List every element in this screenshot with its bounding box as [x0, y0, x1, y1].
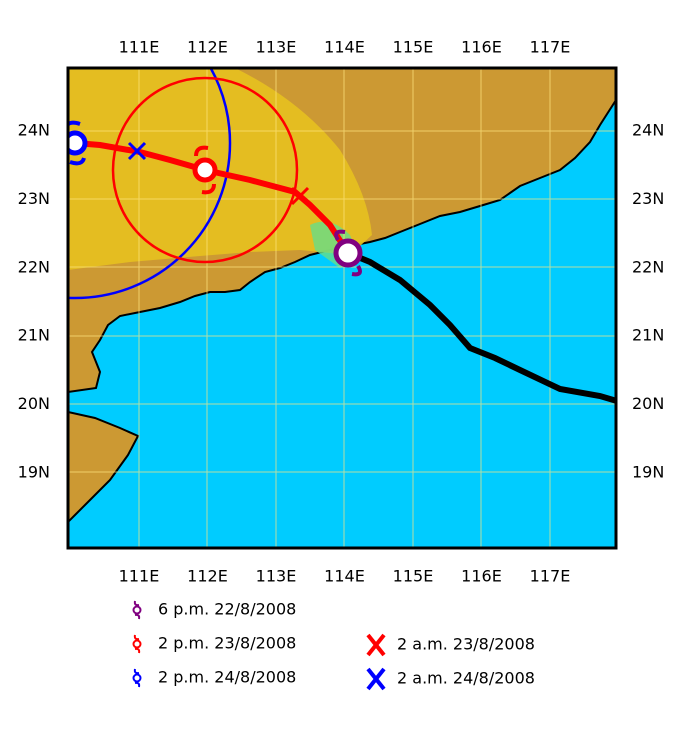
longitude-label: 117E [530, 567, 571, 586]
longitude-label: 113E [256, 567, 297, 586]
latitude-label: 20N [632, 394, 664, 413]
latitude-label: 21N [18, 326, 50, 345]
longitude-label: 113E [256, 38, 297, 57]
hainan-island [68, 410, 140, 524]
map-area [68, 68, 616, 548]
longitude-label: 114E [324, 38, 365, 57]
latitude-label: 20N [18, 394, 50, 413]
uncertainty-circle [68, 68, 232, 300]
past-track [346, 250, 616, 404]
forecast-cone [68, 68, 372, 270]
cross-stroke [366, 667, 386, 691]
latitude-label: 22N [18, 257, 50, 276]
longitude-label: 112E [187, 38, 228, 57]
axis-labels: 111E 111E 112E 112E 113E 113E 114E 114E 115E 115E… [18, 38, 665, 586]
legend-label: 6 p.m. 22/8/2008 [158, 600, 296, 619]
latitude-label: 24N [632, 121, 664, 140]
legend-label: 2 a.m. 24/8/2008 [397, 669, 535, 688]
longitude-label: 116E [461, 38, 502, 57]
legend-label: 2 a.m. 23/8/2008 [397, 635, 535, 654]
legend-typhoon [132, 600, 142, 620]
uncertainty-circle [111, 76, 299, 264]
latitude-label: 24N [18, 121, 50, 140]
longitude-label: 115E [393, 38, 434, 57]
typhoon-eye [132, 639, 142, 649]
legend-typhoon [132, 634, 142, 654]
map-frame [66, 66, 618, 550]
longitude-label: 111E [119, 38, 160, 57]
typhoon-eye [132, 605, 142, 615]
longitude-label: 114E [324, 567, 365, 586]
legend-label: 2 p.m. 24/8/2008 [158, 668, 296, 687]
forecast-cross [290, 186, 310, 206]
typhoon-tail [133, 600, 141, 620]
legend: 6 p.m. 22/8/2008 2 p.m. 23/8/2008 2 p.m. 2… [132, 600, 535, 691]
latitude-label: 23N [18, 189, 50, 208]
latitude-label: 23N [632, 189, 664, 208]
typhoon-eye [132, 673, 142, 683]
latitude-label: 19N [18, 463, 50, 482]
latitude-label: 21N [632, 326, 664, 345]
forecast-track [74, 140, 351, 255]
forecast-cross [127, 141, 147, 161]
typhoon-symbol [333, 229, 363, 277]
typhoon-tail [133, 668, 141, 688]
latitude-label: 19N [632, 463, 664, 482]
typhoon-tail [133, 634, 141, 654]
longitude-label: 111E [119, 567, 160, 586]
typhoon-symbol [68, 120, 88, 166]
longitude-label: 112E [187, 567, 228, 586]
legend-cross [366, 667, 386, 691]
longitude-label: 117E [530, 38, 571, 57]
longitude-label: 116E [461, 567, 502, 586]
cross-stroke [366, 633, 386, 657]
legend-cross [366, 633, 386, 657]
typhoon-symbol [192, 145, 218, 195]
latitude-label: 22N [632, 257, 664, 276]
legend-label: 2 p.m. 23/8/2008 [158, 634, 296, 653]
longitude-label: 115E [393, 567, 434, 586]
legend-typhoon [132, 668, 142, 688]
grid-lines [68, 68, 616, 548]
